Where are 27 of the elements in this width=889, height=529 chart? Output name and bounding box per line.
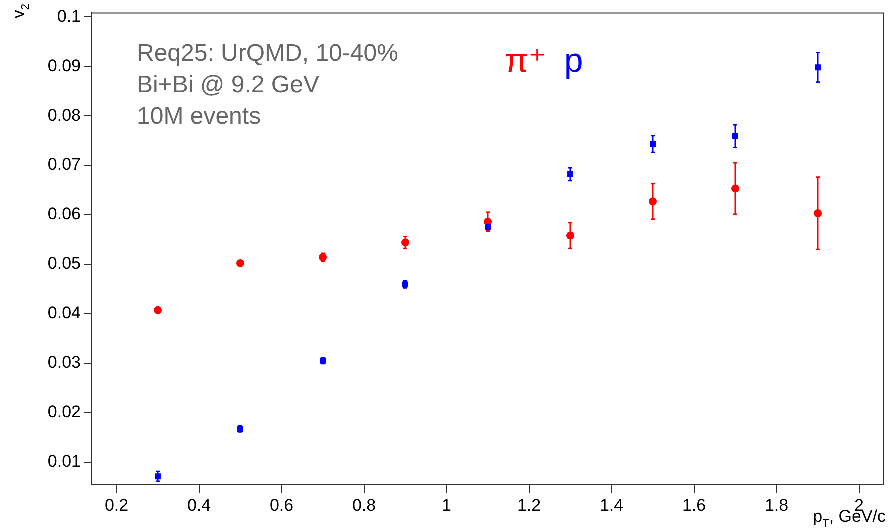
y-tick-label: 0.04 [48,304,81,323]
y-axis-title: v2 [9,4,32,19]
x-tick-label: 0.2 [104,496,129,515]
y-tick-label: 0.1 [57,6,81,26]
annotation: Bi+Bi @ 9.2 GeV [137,72,320,98]
text: π⁺ [505,42,546,80]
y-tick-label: 0.05 [48,254,81,274]
point [236,259,244,268]
x-tick-label: 1.2 [517,496,542,515]
point [154,306,162,314]
y-tick-label: 0.09 [48,56,81,76]
y-tick-label: 0.02 [48,402,81,422]
x-tick-label: 1.4 [600,496,624,515]
text: p [564,42,584,80]
annotation: 10M events [137,103,262,130]
x-tick-label: 1 [442,496,452,515]
x-tick-label: 1.8 [764,496,789,515]
annotation: Req25: UrQMD, 10-40% [137,40,398,67]
y-tick-label: 0.06 [48,204,81,224]
x-tick-label: 1.6 [682,496,706,515]
y-tick-label: 0.08 [48,106,81,125]
y-tick-label: 0.03 [48,353,81,372]
x-tick-label: 0.4 [187,496,212,515]
y-tick-label: 0.07 [48,155,81,174]
y-tick-label: 0.01 [48,452,81,471]
x-tick-label: 0.8 [352,496,376,515]
x-tick-label: 0.6 [270,496,294,515]
